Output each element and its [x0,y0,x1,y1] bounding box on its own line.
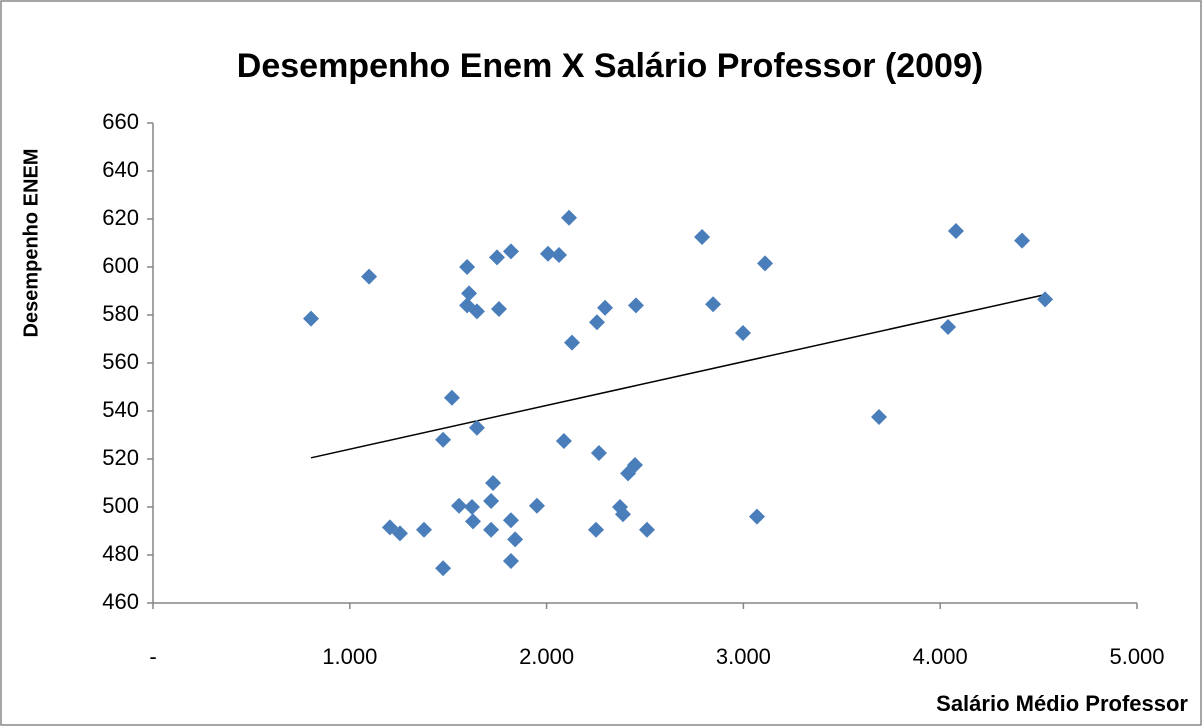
scatter-point [361,268,378,285]
y-tick-label: 620 [102,205,139,230]
scatter-point [502,512,519,529]
scatter-point [435,560,452,577]
x-tick-label: 2.000 [519,644,574,669]
scatter-point [561,209,578,226]
x-tick-label: 3.000 [716,644,771,669]
x-tick-label: 1.000 [322,644,377,669]
scatter-point [614,506,631,523]
scatter-point [590,445,607,461]
scatter-point [587,521,604,538]
y-tick-label: 560 [102,349,139,374]
scatter-point [694,229,711,245]
scatter-point [502,243,519,260]
scatter-point [735,325,752,341]
scatter-point [940,319,957,335]
scatter-point [391,525,408,542]
scatter-point [303,310,320,327]
y-tick-label: 520 [102,445,139,470]
y-tick-label: 500 [102,493,139,518]
scatter-point [483,493,500,509]
scatter-point [451,497,468,514]
y-tick-label: 580 [102,301,139,326]
scatter-point [705,296,722,313]
scatter-point [550,247,567,263]
y-tick-label: 660 [102,109,139,134]
scatter-point [1014,232,1031,249]
scatter-point [502,553,519,569]
scatter-point [468,419,485,436]
y-tick-label: 600 [102,253,139,278]
scatter-point [468,303,485,320]
scatter-point [563,334,580,351]
scatter-point [483,521,500,538]
x-tick-label: - [149,644,156,669]
x-tick-label: 5.000 [1109,644,1164,669]
scatter-point [490,301,507,317]
x-axis-label: Salário Médio Professor [936,691,1188,716]
scatter-point [1037,291,1054,308]
scatter-point [947,223,964,239]
scatter-point [464,499,481,515]
chart-title: Desempenho Enem X Salário Professor (200… [237,47,983,85]
scatter-point [748,508,765,525]
scatter-point [459,259,476,275]
scatter-point [757,255,774,272]
scatter-point [507,531,524,548]
scatter-point [435,431,452,448]
y-axis-label: Desempenho ENEM [20,149,42,338]
x-tick-label: 4.000 [913,644,968,669]
scatter-point [381,519,398,536]
scatter-point [415,521,432,538]
y-tick-label: 640 [102,157,139,182]
scatter-point [443,389,460,406]
y-tick-label: 460 [102,589,139,614]
y-tick-label: 480 [102,541,139,566]
trendline [310,293,1046,459]
scatter-point [627,297,644,314]
scatter-point [489,249,506,266]
scatter-point [638,521,655,538]
scatter-point [870,409,887,425]
scatter-point [597,299,614,316]
scatter-point [485,475,502,491]
scatter-point [464,513,481,530]
scatter-point [620,465,637,482]
scatter-point [528,497,545,514]
scatter-point [539,245,556,262]
scatter-point [461,285,478,302]
y-tick-label: 540 [102,397,139,422]
scatter-point [555,433,572,449]
scatter-point [588,314,605,331]
